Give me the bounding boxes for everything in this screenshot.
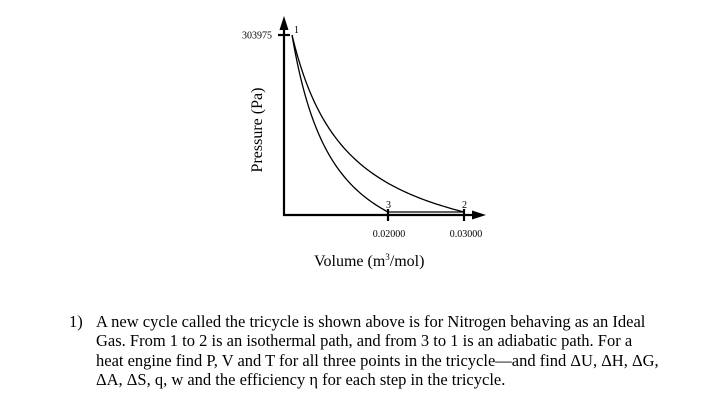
problem-number: 1): [69, 312, 83, 331]
point-label-3: 3: [386, 200, 391, 211]
x-axis-title-base: Volume (m: [314, 253, 386, 270]
y-axis-title: Pressure (Pa): [249, 88, 266, 173]
point-label-1: 1: [294, 25, 299, 36]
x-axis-title-tail: /mol): [390, 253, 425, 270]
x-tick-label: 0.02000: [373, 229, 406, 240]
problem-text: A new cycle called the tricycle is shown…: [96, 312, 659, 390]
x-axis-arrow-icon: [472, 210, 486, 220]
x-axis-title: Volume (m3/mol): [314, 252, 424, 270]
point-label-2: 2: [462, 200, 467, 211]
y-tick-label: 303975: [242, 31, 272, 42]
adiabatic-curve: [291, 34, 389, 213]
x-axis-title-sup: 3: [385, 252, 390, 262]
isothermal-curve: [291, 34, 465, 213]
x-tick-label: 0.03000: [450, 229, 483, 240]
pv-diagram: 303975 0.02000 0.03000 1 3 2 Pressure (P…: [242, 16, 486, 270]
y-axis-arrow-icon: [279, 16, 289, 30]
problem-statement: 1) A new cycle called the tricycle is sh…: [69, 312, 709, 390]
